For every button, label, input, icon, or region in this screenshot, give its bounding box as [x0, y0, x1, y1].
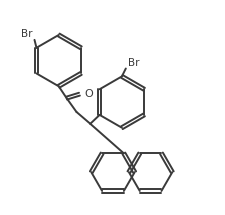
Text: O: O	[84, 89, 93, 99]
Text: Br: Br	[128, 58, 139, 68]
Text: Br: Br	[21, 29, 33, 39]
